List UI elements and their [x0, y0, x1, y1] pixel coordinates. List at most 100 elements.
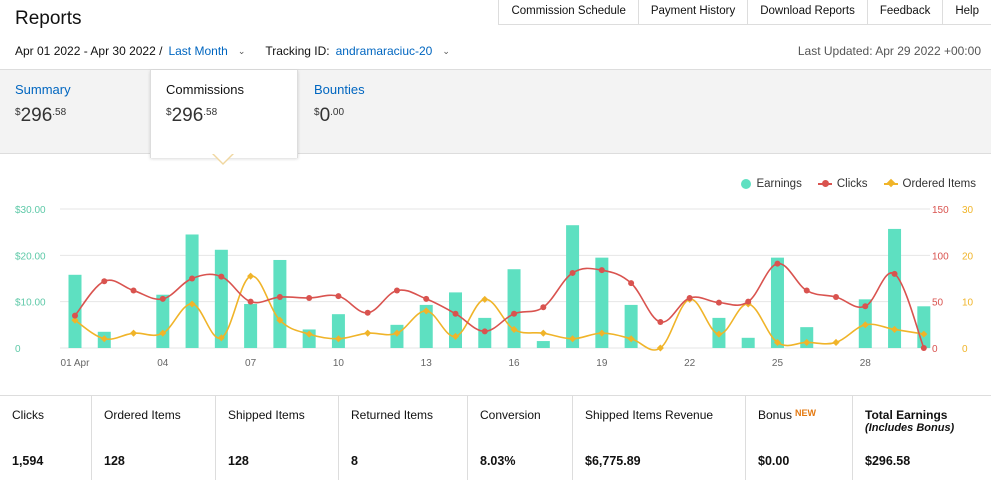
bar-earnings — [331, 314, 345, 348]
point-ordered-items — [481, 295, 489, 303]
legend-ordered-items[interactable]: Ordered Items — [883, 178, 976, 190]
stats-row: Clicks 1,594 Ordered Items 128 Shipped Ite… — [0, 395, 991, 480]
point-clicks — [393, 287, 400, 294]
page-title: Reports — [15, 8, 82, 29]
point-clicks — [569, 269, 576, 276]
point-ordered-items — [539, 329, 547, 337]
point-clicks — [335, 293, 342, 300]
stat-clicks: Clicks 1,594 — [0, 396, 92, 480]
active-tab-pointer — [212, 153, 234, 165]
tracking-id-dropdown[interactable]: andramaraciuc-20 — [335, 44, 433, 58]
tab-value: $0.00 — [314, 105, 345, 126]
point-clicks — [715, 299, 722, 306]
chart-legend: Earnings Clicks Ordered Items — [741, 178, 976, 190]
point-ordered-items — [305, 330, 313, 338]
point-ordered-items — [715, 330, 723, 338]
bar-earnings — [595, 257, 609, 348]
last-updated: Last Updated: Apr 29 2022 +00:00 — [797, 44, 981, 58]
point-clicks — [657, 319, 664, 326]
stat-shipped-items-revenue: Shipped Items Revenue $6,775.89 — [573, 396, 746, 480]
nav-help[interactable]: Help — [942, 0, 991, 24]
y-tick-earnings: $20.00 — [15, 251, 46, 262]
point-clicks — [628, 280, 635, 287]
chevron-down-icon[interactable]: ⌄ — [237, 45, 246, 56]
x-tick-label: 04 — [157, 358, 169, 368]
earnings-chart: $30.00 150 30$20.00 100 20$10.00 50 100 0 001 Ap… — [15, 205, 974, 368]
point-clicks — [247, 298, 254, 305]
point-clicks — [101, 278, 108, 285]
tab-summary[interactable]: Summary $296.58 — [0, 70, 150, 154]
y-tick-clicks: 0 — [932, 344, 938, 355]
point-clicks — [745, 298, 752, 305]
tab-label: Commissions — [166, 82, 245, 97]
tab-value: $296.58 — [166, 105, 218, 126]
point-clicks — [130, 287, 137, 294]
tab-value: $296.58 — [15, 105, 67, 126]
report-tabs: Summary $296.58 Commissions $296.58 Boun… — [0, 69, 991, 158]
point-ordered-items — [276, 316, 284, 324]
line-clicks — [74, 262, 925, 349]
stat-shipped-items: Shipped Items 128 — [216, 396, 339, 480]
x-tick-label: 13 — [421, 358, 433, 368]
nav-download-reports[interactable]: Download Reports — [747, 0, 867, 24]
nav-commission-schedule[interactable]: Commission Schedule — [498, 0, 637, 24]
point-ordered-items — [188, 300, 196, 308]
new-badge: NEW — [795, 408, 817, 418]
point-ordered-items — [422, 307, 430, 315]
point-ordered-items — [247, 272, 255, 280]
bar-earnings — [185, 234, 199, 348]
y-tick-ordered: 30 — [962, 205, 974, 216]
x-tick-label: 16 — [508, 358, 520, 368]
date-preset-dropdown[interactable]: Last Month — [168, 44, 228, 58]
point-clicks — [306, 294, 313, 301]
nav-feedback[interactable]: Feedback — [866, 0, 943, 24]
y-tick-clicks: 50 — [932, 298, 944, 309]
tab-label: Bounties — [314, 82, 365, 97]
bar-earnings — [68, 274, 82, 348]
tab-label: Summary — [15, 82, 71, 97]
x-tick-label: 07 — [245, 358, 257, 368]
point-clicks — [774, 260, 781, 267]
tab-bounties[interactable]: Bounties $0.00 — [299, 70, 449, 154]
legend-clicks[interactable]: Clicks — [817, 178, 868, 190]
x-tick-label: 10 — [333, 358, 345, 368]
bar-earnings — [536, 341, 550, 348]
point-ordered-items — [773, 338, 782, 346]
point-clicks — [276, 294, 283, 301]
legend-earnings[interactable]: Earnings — [741, 178, 802, 190]
bar-earnings — [888, 228, 902, 348]
date-range-text: Apr 01 2022 - Apr 30 2022 / — [15, 44, 163, 58]
bar-earnings — [770, 257, 784, 348]
x-tick-label: 22 — [684, 358, 696, 368]
stat-conversion: Conversion 8.03% — [468, 396, 573, 480]
y-tick-clicks: 150 — [932, 205, 949, 216]
point-ordered-items — [861, 321, 869, 329]
point-ordered-items — [920, 330, 928, 338]
point-ordered-items — [393, 329, 401, 337]
earnings-swatch — [741, 179, 752, 189]
top-nav: Commission Schedule Payment History Down… — [498, 0, 991, 25]
point-clicks — [686, 294, 693, 301]
stat-ordered-items: Ordered Items 128 — [92, 396, 216, 480]
x-tick-label: 28 — [860, 358, 872, 368]
point-ordered-items — [130, 329, 138, 337]
point-ordered-items — [627, 335, 635, 343]
bar-earnings — [566, 225, 580, 348]
y-tick-ordered: 10 — [962, 298, 974, 309]
tab-commissions[interactable]: Commissions $296.58 — [150, 70, 298, 158]
point-clicks — [159, 295, 166, 302]
chevron-down-icon[interactable]: ⌄ — [442, 45, 450, 56]
point-clicks — [540, 304, 547, 311]
bar-earnings — [507, 269, 521, 348]
date-range-bar: Apr 01 2022 - Apr 30 2022 / Last Month ⌄… — [15, 44, 464, 58]
point-clicks — [891, 270, 898, 277]
bar-earnings — [156, 294, 170, 348]
bar-earnings — [741, 337, 755, 348]
nav-payment-history[interactable]: Payment History — [637, 0, 747, 24]
y-tick-earnings: $30.00 — [15, 205, 46, 216]
x-tick-label: 01 Apr — [61, 358, 91, 368]
point-ordered-items — [451, 332, 460, 340]
bar-earnings — [419, 304, 433, 348]
point-clicks — [423, 295, 430, 302]
bar-earnings — [244, 303, 258, 348]
